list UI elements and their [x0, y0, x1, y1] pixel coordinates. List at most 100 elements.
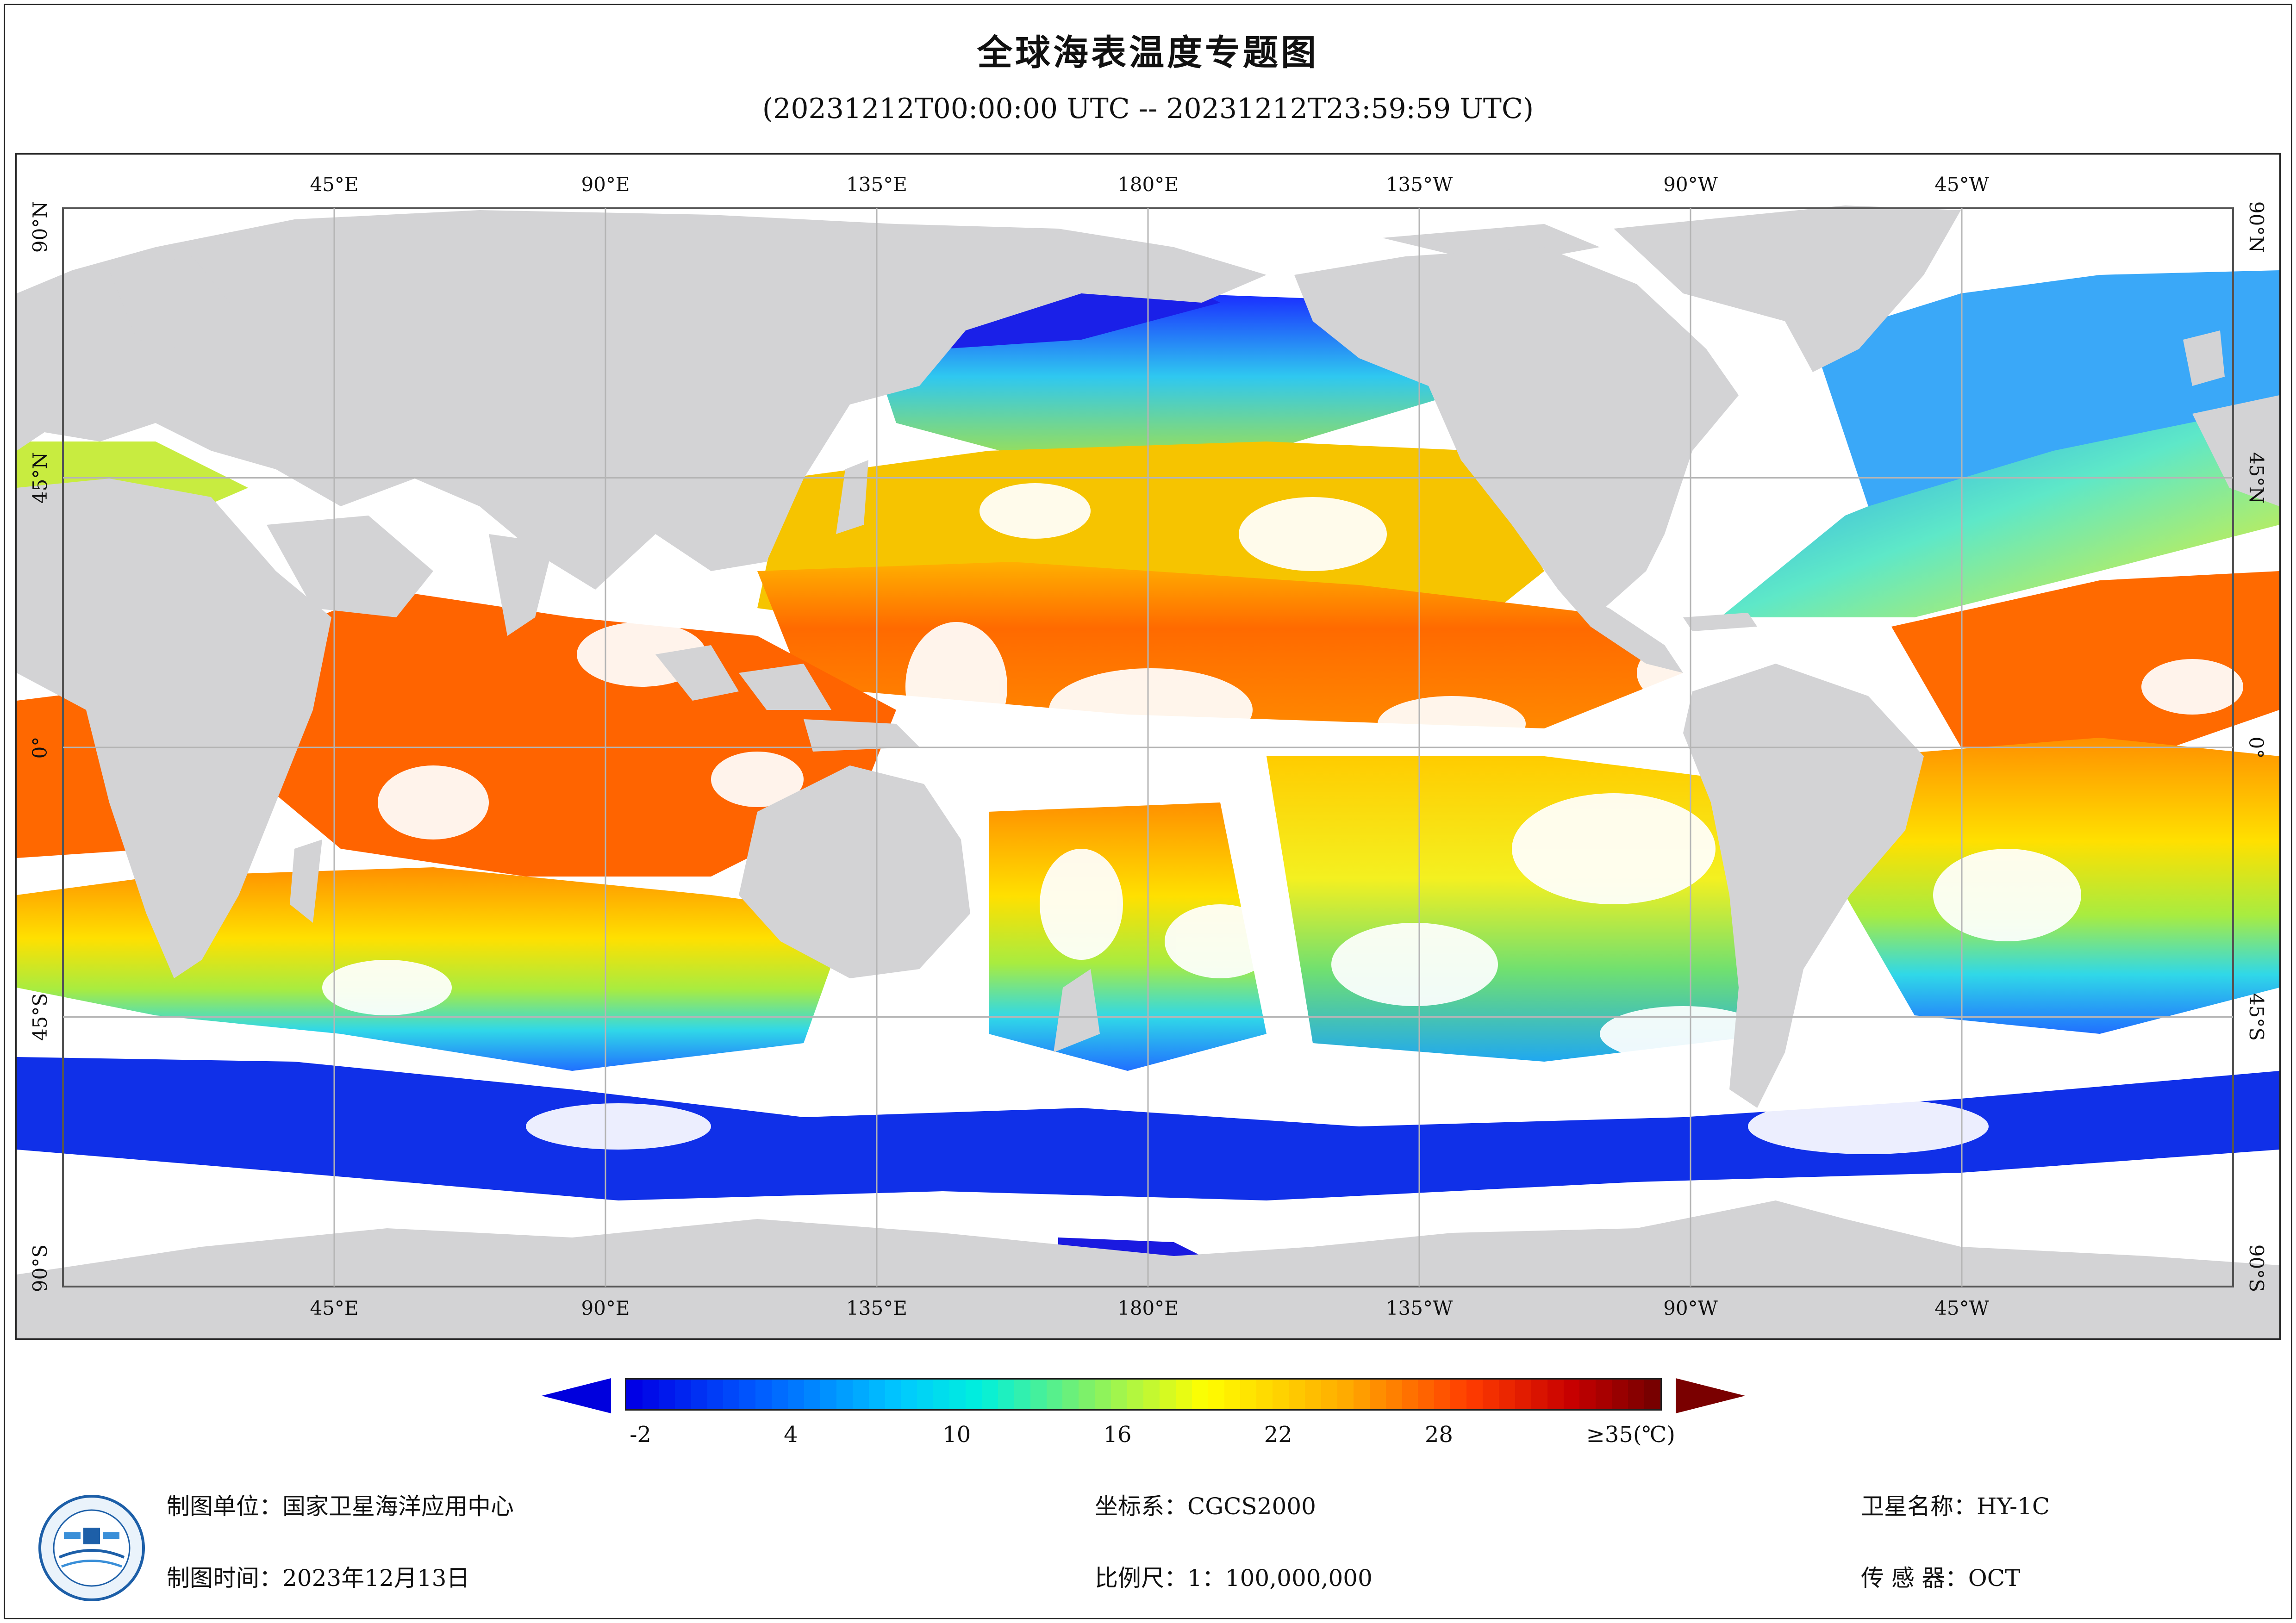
legend-swatch	[820, 1380, 836, 1409]
legend-swatch	[1596, 1380, 1612, 1409]
legend-swatch	[1192, 1380, 1208, 1409]
legend-swatch	[707, 1380, 724, 1409]
legend-swatch	[1644, 1380, 1660, 1409]
legend-tick-label: ≥35(℃)	[1586, 1422, 1676, 1448]
legend-swatch	[1208, 1380, 1224, 1409]
legend-swatch	[966, 1380, 982, 1409]
legend-swatch	[1450, 1380, 1467, 1409]
map-frame: 90°N 45°N 0° 45°S 90°S 90°N 45°N 0° 45°S 90°S 45…	[15, 153, 2281, 1340]
legend-swatch	[917, 1380, 934, 1409]
longitude-label: 135°W	[1385, 1297, 1453, 1319]
legend-tick-label: 28	[1424, 1422, 1453, 1448]
legend-swatch	[1143, 1380, 1160, 1409]
legend-swatch	[1014, 1380, 1030, 1409]
legend-swatch	[1111, 1380, 1128, 1409]
latitude-label: 90°N	[28, 201, 51, 253]
latitude-label: 0°	[2245, 736, 2268, 759]
latitude-label: 90°S	[2245, 1244, 2268, 1292]
legend-swatch	[1515, 1380, 1531, 1409]
legend-swatch	[1159, 1380, 1176, 1409]
latitude-label: 0°	[28, 736, 51, 759]
legend-swatch	[1385, 1380, 1402, 1409]
legend-swatch	[788, 1380, 804, 1409]
legend-tick-label: 4	[784, 1422, 798, 1448]
legend-swatch	[981, 1380, 998, 1409]
nsoas-logo-icon	[38, 1495, 145, 1601]
sst-map[interactable]	[17, 155, 2279, 1338]
legend-swatch	[674, 1380, 691, 1409]
legend-tick-label: 10	[942, 1422, 971, 1448]
over-range-arrow	[1676, 1378, 1745, 1413]
latitude-label: 45°N	[28, 452, 51, 504]
legend-swatch	[755, 1380, 772, 1409]
longitude-label: 90°W	[1663, 173, 1718, 196]
legend-swatch	[691, 1380, 707, 1409]
legend-swatch	[1224, 1380, 1241, 1409]
legend-swatch	[804, 1380, 820, 1409]
legend-swatch	[1563, 1380, 1580, 1409]
crs-text: 坐标系：CGCS2000	[1095, 1493, 1316, 1520]
legend-swatch	[1175, 1380, 1192, 1409]
legend-swatch	[885, 1380, 901, 1409]
legend-swatch	[1402, 1380, 1418, 1409]
legend-swatch	[1062, 1380, 1079, 1409]
legend-swatch	[1273, 1380, 1289, 1409]
longitude-label: 90°E	[581, 1297, 630, 1319]
legend-swatch	[626, 1380, 643, 1409]
legend-swatch	[1579, 1380, 1596, 1409]
graticule	[62, 207, 2234, 1287]
legend-swatch	[1305, 1380, 1321, 1409]
latitude-label: 90°N	[2245, 201, 2268, 253]
legend-swatch	[1531, 1380, 1547, 1409]
legend-swatch	[1418, 1380, 1435, 1409]
legend-tick-label: 22	[1264, 1422, 1292, 1448]
legend-swatch	[836, 1380, 853, 1409]
legend-tick-label: 16	[1103, 1422, 1132, 1448]
legend-swatch	[868, 1380, 885, 1409]
page-frame	[4, 4, 2292, 1619]
under-range-arrow	[542, 1378, 611, 1413]
production-date-text: 制图时间：2023年12月13日	[167, 1565, 470, 1592]
land	[17, 205, 2279, 1338]
scale-text: 比例尺：1：100,000,000	[1095, 1565, 1373, 1592]
longitude-label: 180°E	[1117, 173, 1179, 196]
legend-swatch	[739, 1380, 756, 1409]
longitude-label: 45°E	[310, 1297, 359, 1319]
legend-swatch	[1240, 1380, 1257, 1409]
sensor-text: 传 感 器：OCT	[1861, 1565, 2021, 1592]
legend-swatch	[1498, 1380, 1515, 1409]
color-ramp	[625, 1378, 1662, 1411]
legend-swatch	[1628, 1380, 1645, 1409]
legend-swatch	[1547, 1380, 1564, 1409]
legend-tick-label: -2	[630, 1422, 651, 1448]
legend-swatch	[1466, 1380, 1483, 1409]
map-title: 全球海表温度专题图	[977, 32, 1319, 73]
longitude-label: 45°W	[1934, 173, 1989, 196]
legend-swatch	[772, 1380, 788, 1409]
longitude-label: 90°E	[581, 173, 630, 196]
legend-swatch	[1030, 1380, 1047, 1409]
legend-swatch	[1095, 1380, 1111, 1409]
legend-swatch	[1369, 1380, 1386, 1409]
latitude-label: 45°S	[28, 993, 51, 1041]
legend-swatch	[658, 1380, 675, 1409]
legend-swatch	[998, 1380, 1014, 1409]
legend-swatch	[1612, 1380, 1628, 1409]
legend-swatch	[949, 1380, 966, 1409]
longitude-label: 135°E	[846, 1297, 907, 1319]
legend-swatch	[1483, 1380, 1499, 1409]
legend-swatch	[1434, 1380, 1451, 1409]
legend-swatch	[933, 1380, 950, 1409]
map-subtitle: (20231212T00:00:00 UTC -- 20231212T23:59…	[762, 93, 1534, 125]
longitude-label: 135°E	[846, 173, 907, 196]
producer-text: 制图单位：国家卫星海洋应用中心	[167, 1493, 514, 1520]
longitude-label: 45°W	[1934, 1297, 1989, 1319]
legend-swatch	[1353, 1380, 1370, 1409]
legend-swatch	[901, 1380, 917, 1409]
legend-swatch	[1079, 1380, 1095, 1409]
legend-swatch	[642, 1380, 659, 1409]
longitude-label: 180°E	[1117, 1297, 1179, 1319]
color-legend: -2 4 10 16 22 28 ≥35(℃)	[542, 1370, 1745, 1462]
satellite-text: 卫星名称：HY-1C	[1861, 1493, 2050, 1520]
legend-swatch	[1289, 1380, 1305, 1409]
